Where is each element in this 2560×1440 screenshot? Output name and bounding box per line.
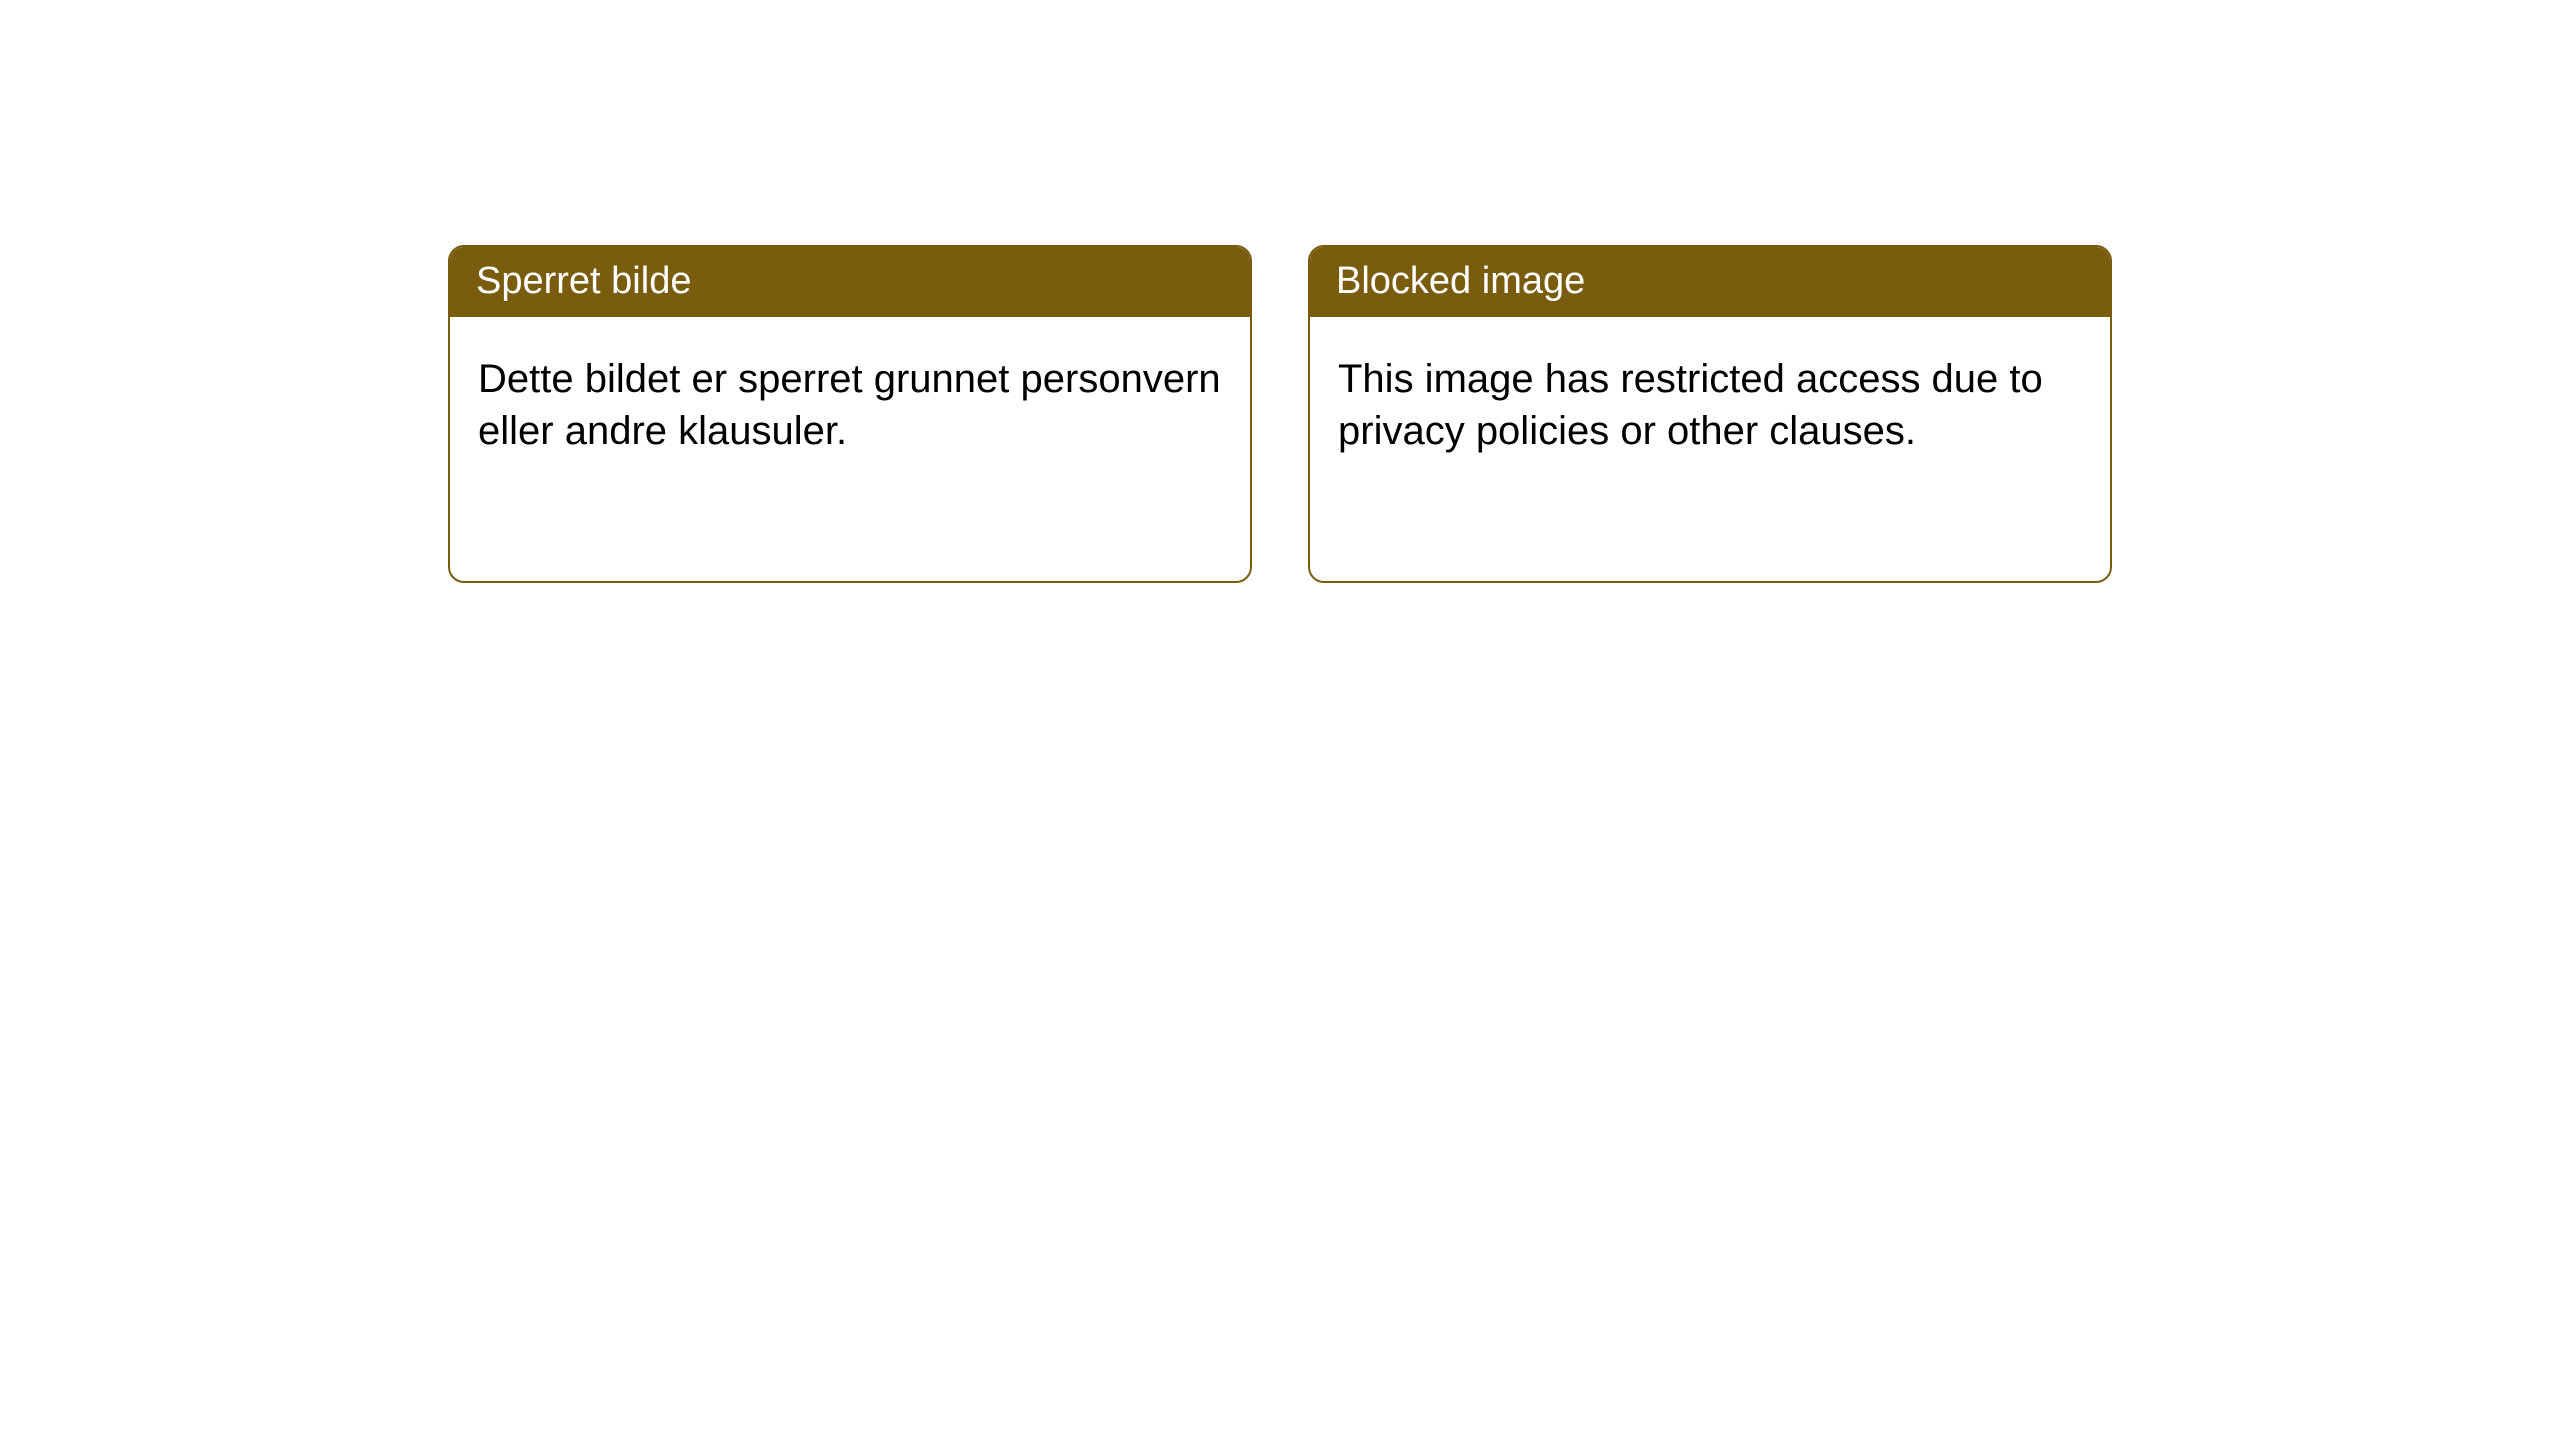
notice-title: Blocked image <box>1310 247 2110 317</box>
notice-body: Dette bildet er sperret grunnet personve… <box>450 317 1250 493</box>
notice-title: Sperret bilde <box>450 247 1250 317</box>
notice-body: This image has restricted access due to … <box>1310 317 2110 493</box>
notice-card-norwegian: Sperret bilde Dette bildet er sperret gr… <box>448 245 1252 583</box>
notice-card-english: Blocked image This image has restricted … <box>1308 245 2112 583</box>
notice-container: Sperret bilde Dette bildet er sperret gr… <box>448 245 2112 1440</box>
